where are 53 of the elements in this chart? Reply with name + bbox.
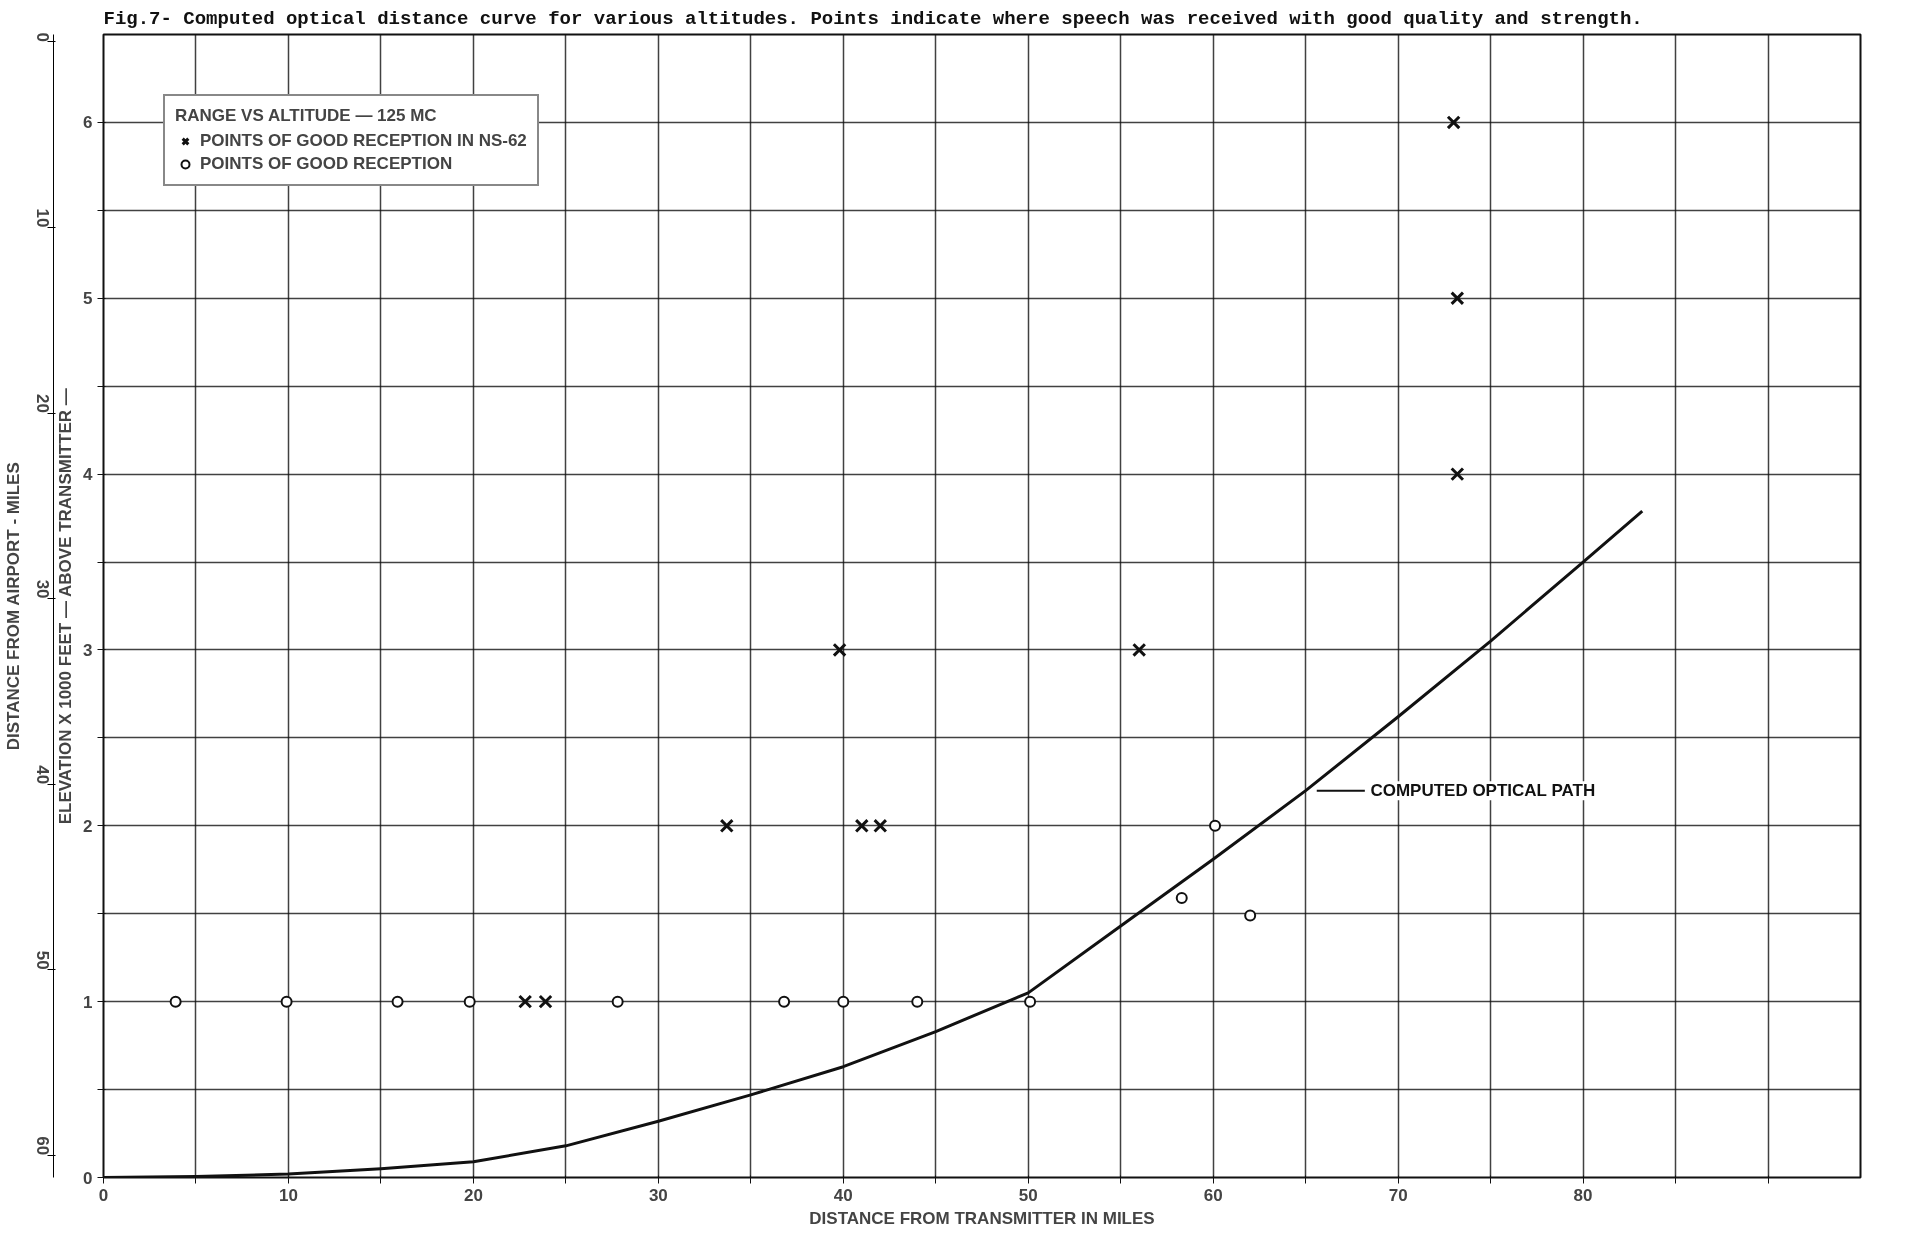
y-tick-label: 5 — [83, 289, 93, 309]
y-tick-label: 0 — [83, 1168, 93, 1188]
point — [911, 995, 924, 1008]
y-tick-label: 2 — [83, 816, 93, 836]
y2-tick-label: 60 — [32, 1136, 52, 1156]
point — [778, 995, 791, 1008]
point — [1209, 819, 1222, 832]
legend-title: RANGE VS ALTITUDE — 125 MC — [175, 106, 438, 126]
y2-tick-label: 50 — [32, 950, 52, 970]
x-tick-label: 50 — [1018, 1185, 1038, 1205]
x-tick-label: 10 — [278, 1185, 298, 1205]
legend-label: POINTS OF GOOD RECEPTION IN NS-62 — [200, 131, 527, 151]
point — [1024, 995, 1037, 1008]
y2-tick-label: 30 — [32, 579, 52, 599]
legend-label: COMPUTED OPTICAL PATH — [1370, 781, 1596, 801]
point — [169, 995, 182, 1008]
point — [1244, 909, 1257, 922]
y2-axis-title: DISTANCE FROM AIRPORT - MILES — [3, 462, 23, 751]
point — [391, 995, 404, 1008]
y-tick-label: 4 — [83, 465, 94, 485]
point — [854, 818, 869, 833]
point — [518, 994, 533, 1009]
point — [463, 995, 476, 1008]
point — [1446, 115, 1461, 130]
x-tick-label: 20 — [463, 1185, 483, 1205]
point — [1175, 891, 1188, 904]
point — [1450, 466, 1465, 482]
point — [832, 642, 847, 658]
point — [611, 995, 624, 1008]
y2-tick-label: 40 — [32, 765, 52, 785]
x-tick-label: 30 — [648, 1185, 668, 1205]
y-axis-title: ELEVATION X 1000 FEET — ABOVE TRANSMITTER — — [56, 388, 76, 825]
point — [280, 995, 293, 1008]
x-tick-label: 0 — [98, 1185, 109, 1205]
y-tick-label: 6 — [83, 113, 93, 133]
x-tick-label: 80 — [1573, 1185, 1593, 1205]
y-tick-label: 1 — [83, 992, 93, 1012]
y2-tick-label: 20 — [32, 394, 52, 414]
x-tick-label: 60 — [1203, 1185, 1223, 1205]
y2-tick-label: 0 — [32, 32, 52, 42]
point — [538, 994, 553, 1009]
legend-label: POINTS OF GOOD RECEPTION — [200, 154, 453, 174]
chart-title: Fig.7- Computed optical distance curve for various altitudes. Points indicate where speech was received with good quality and strength. — [103, 7, 1643, 30]
x-tick-label: 40 — [833, 1185, 853, 1205]
point — [873, 818, 888, 833]
point — [719, 818, 734, 833]
point — [1132, 642, 1147, 658]
y-tick-label: 3 — [83, 640, 93, 660]
point — [1450, 291, 1465, 306]
x-tick-label: 70 — [1388, 1185, 1408, 1205]
point — [837, 995, 850, 1008]
x-axis-title: DISTANCE FROM TRANSMITTER IN MILES — [809, 1208, 1155, 1228]
y2-tick-label: 10 — [32, 208, 52, 228]
